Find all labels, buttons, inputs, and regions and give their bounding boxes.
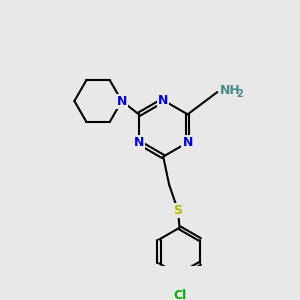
- Text: N: N: [182, 136, 193, 149]
- Text: N: N: [117, 94, 127, 107]
- Text: N: N: [158, 94, 168, 107]
- Text: N: N: [134, 136, 144, 149]
- Text: S: S: [174, 204, 183, 217]
- Text: 2: 2: [237, 89, 243, 99]
- Text: NH: NH: [220, 84, 241, 97]
- Text: Cl: Cl: [173, 290, 186, 300]
